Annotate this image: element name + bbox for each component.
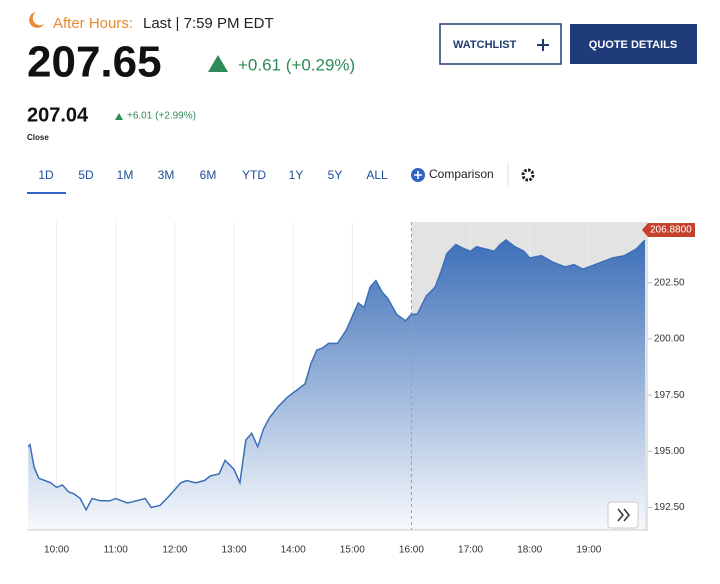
up-arrow-small bbox=[115, 113, 123, 120]
range-tab[interactable]: 1M bbox=[117, 168, 134, 182]
close-change: +6.01 (+2.99%) bbox=[127, 111, 196, 122]
last-price-label: 206.8800 bbox=[650, 225, 692, 236]
y-tick-label: 202.50 bbox=[654, 277, 685, 288]
y-tick-label: 195.00 bbox=[654, 446, 685, 457]
last-time: Last | 7:59 PM EDT bbox=[143, 15, 274, 32]
watchlist-label: WATCHLIST bbox=[453, 39, 517, 51]
quote-details-button[interactable] bbox=[570, 24, 697, 64]
x-tick-label: 13:00 bbox=[221, 545, 246, 556]
range-tab[interactable]: 1Y bbox=[289, 168, 304, 182]
x-tick-label: 18:00 bbox=[517, 545, 542, 556]
x-tick-label: 14:00 bbox=[281, 545, 306, 556]
x-tick-label: 15:00 bbox=[340, 545, 365, 556]
x-tick-label: 16:00 bbox=[399, 545, 424, 556]
range-tab[interactable]: 5D bbox=[78, 168, 94, 182]
y-tick-label: 200.00 bbox=[654, 334, 685, 345]
plus-icon bbox=[537, 39, 549, 51]
range-tab[interactable]: 6M bbox=[200, 168, 217, 182]
comparison-plus bbox=[414, 171, 422, 179]
range-tab[interactable]: 1D bbox=[38, 168, 54, 182]
range-tab[interactable]: 5Y bbox=[328, 168, 343, 182]
price: 207.65 bbox=[27, 38, 162, 87]
range-tab[interactable]: 3M bbox=[158, 168, 175, 182]
comparison-button[interactable]: Comparison bbox=[429, 167, 494, 181]
range-tab[interactable]: YTD bbox=[242, 168, 266, 182]
settings-icon[interactable] bbox=[521, 168, 535, 182]
area-fill bbox=[28, 240, 646, 530]
up-arrow bbox=[208, 55, 228, 72]
session-label: After Hours: bbox=[53, 15, 133, 32]
y-tick-label: 197.50 bbox=[654, 390, 685, 401]
expand-icon bbox=[617, 508, 630, 522]
quote-details-label: QUOTE DETAILS bbox=[589, 39, 677, 51]
x-tick-label: 19:00 bbox=[576, 545, 601, 556]
x-tick-label: 17:00 bbox=[458, 545, 483, 556]
range-tab[interactable]: ALL bbox=[366, 168, 388, 182]
x-tick-label: 12:00 bbox=[162, 545, 187, 556]
y-tick-label: 192.50 bbox=[654, 502, 685, 513]
price-line bbox=[27, 239, 646, 512]
last-price-tag bbox=[642, 222, 695, 237]
change: +0.61 (+0.29%) bbox=[238, 55, 355, 74]
close-label: Close bbox=[27, 133, 49, 142]
moon-icon bbox=[29, 12, 44, 28]
x-tick-label: 11:00 bbox=[104, 545, 129, 556]
x-tick-label: 10:00 bbox=[44, 545, 69, 556]
close-price: 207.04 bbox=[27, 104, 89, 126]
